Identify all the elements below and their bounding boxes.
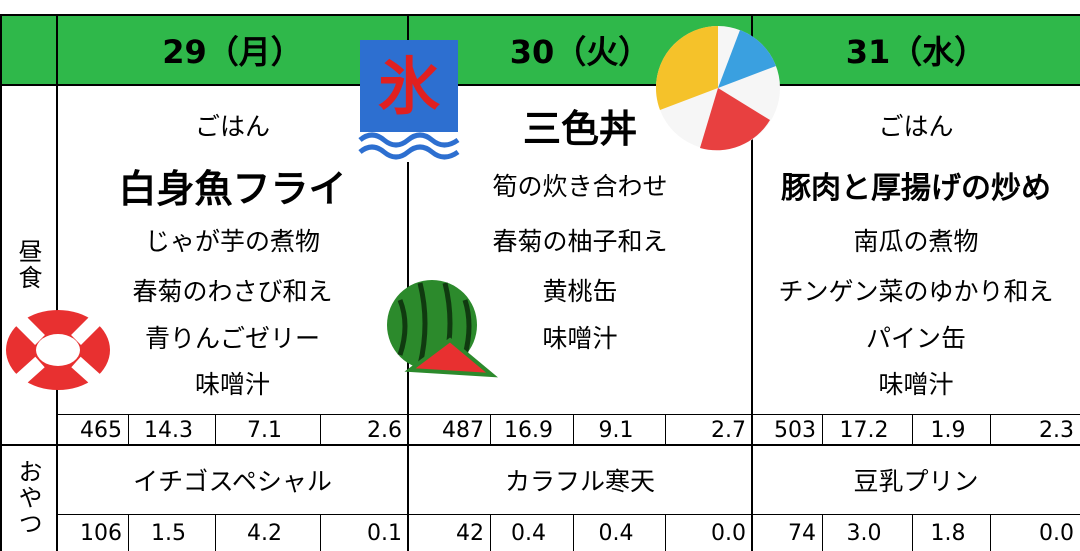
menu-item: 春菊のわさび和え	[132, 277, 333, 306]
grid-line	[990, 514, 991, 551]
grid-line	[912, 414, 913, 444]
grid-line	[57, 414, 1080, 415]
grid-line	[215, 514, 216, 551]
grid-line	[822, 514, 823, 551]
grid-line	[0, 14, 1080, 16]
grid-line	[665, 414, 666, 444]
nutrition-value: 106	[80, 520, 122, 546]
header-bg	[0, 15, 1080, 85]
grid-line	[56, 14, 58, 551]
nutrition-value: 465	[80, 417, 122, 443]
grid-line	[912, 514, 913, 551]
grid-line	[0, 14, 2, 551]
day-header: 30（火）	[509, 33, 651, 71]
nutrition-value: 1.9	[930, 417, 966, 443]
menu-item: 三色丼	[522, 106, 637, 151]
snack-item: カラフル寒天	[504, 467, 655, 496]
nutrition-value: 17.2	[839, 417, 889, 443]
grid-line	[490, 514, 491, 551]
grid-line	[0, 444, 1080, 446]
menu-item: 味噌汁	[878, 370, 954, 399]
nutrition-value: 3.0	[846, 520, 882, 546]
lunch-label: 昼食	[14, 239, 42, 291]
day-header: 31（水）	[845, 33, 987, 71]
nutrition-value: 9.1	[598, 417, 634, 443]
grid-line	[320, 414, 321, 444]
menu-item: ごはん	[194, 112, 270, 141]
menu-item: 味噌汁	[194, 370, 270, 399]
snack-label: おやつ	[14, 459, 42, 537]
menu-item: 味噌汁	[542, 324, 618, 353]
grid-line	[320, 514, 321, 551]
day-header: 29（月）	[162, 33, 303, 71]
nutrition-value: 2.7	[711, 417, 746, 443]
menu-item: 南瓜の煮物	[853, 227, 979, 256]
nutrition-value: 487	[442, 417, 484, 443]
nutrition-value: 0.4	[511, 520, 546, 546]
snack-item: イチゴスペシャル	[133, 467, 332, 496]
menu-item: 白身魚フライ	[118, 166, 347, 211]
nutrition-value: 74	[788, 520, 816, 546]
nutrition-value: 16.9	[504, 417, 553, 443]
nutrition-value: 2.6	[367, 417, 402, 443]
menu-item: 豚肉と厚揚げの炒め	[781, 171, 1051, 206]
grid-line	[573, 514, 574, 551]
grid-line	[990, 414, 991, 444]
nutrition-value: 4.2	[247, 520, 282, 546]
grid-line	[215, 414, 216, 444]
nutrition-value: 14.3	[144, 417, 193, 443]
menu-item: ごはん	[878, 112, 954, 141]
menu-item: チンゲン菜のゆかり和え	[778, 277, 1054, 306]
grid-line	[407, 14, 409, 551]
nutrition-value: 7.1	[247, 417, 282, 443]
grid-line	[57, 514, 1080, 515]
nutrition-value: 1.8	[930, 520, 966, 546]
nutrition-value: 0.4	[598, 520, 634, 546]
nutrition-value: 0.0	[1039, 520, 1074, 546]
grid-line	[665, 514, 666, 551]
grid-line	[128, 514, 129, 551]
grid-line	[0, 84, 1080, 86]
nutrition-value: 1.5	[151, 520, 186, 546]
nutrition-value: 0.1	[367, 520, 402, 546]
grid-line	[822, 414, 823, 444]
grid-line	[490, 414, 491, 444]
menu-item: 黄桃缶	[542, 277, 618, 306]
nutrition-value: 2.3	[1039, 417, 1074, 443]
menu-item: じゃが芋の煮物	[144, 227, 320, 256]
grid-line	[751, 14, 753, 551]
nutrition-value: 0.0	[711, 520, 746, 546]
grid-line	[128, 414, 129, 444]
nutrition-value: 503	[774, 417, 816, 443]
menu-item: 春菊の柚子和え	[492, 227, 668, 256]
menu-item: 筍の炊き合わせ	[492, 172, 668, 201]
snack-item: 豆乳プリン	[853, 467, 979, 496]
menu-item: 青りんごゼリー	[144, 324, 320, 353]
nutrition-value: 42	[456, 520, 484, 546]
menu-item: パイン缶	[865, 324, 966, 353]
grid-line	[573, 414, 574, 444]
